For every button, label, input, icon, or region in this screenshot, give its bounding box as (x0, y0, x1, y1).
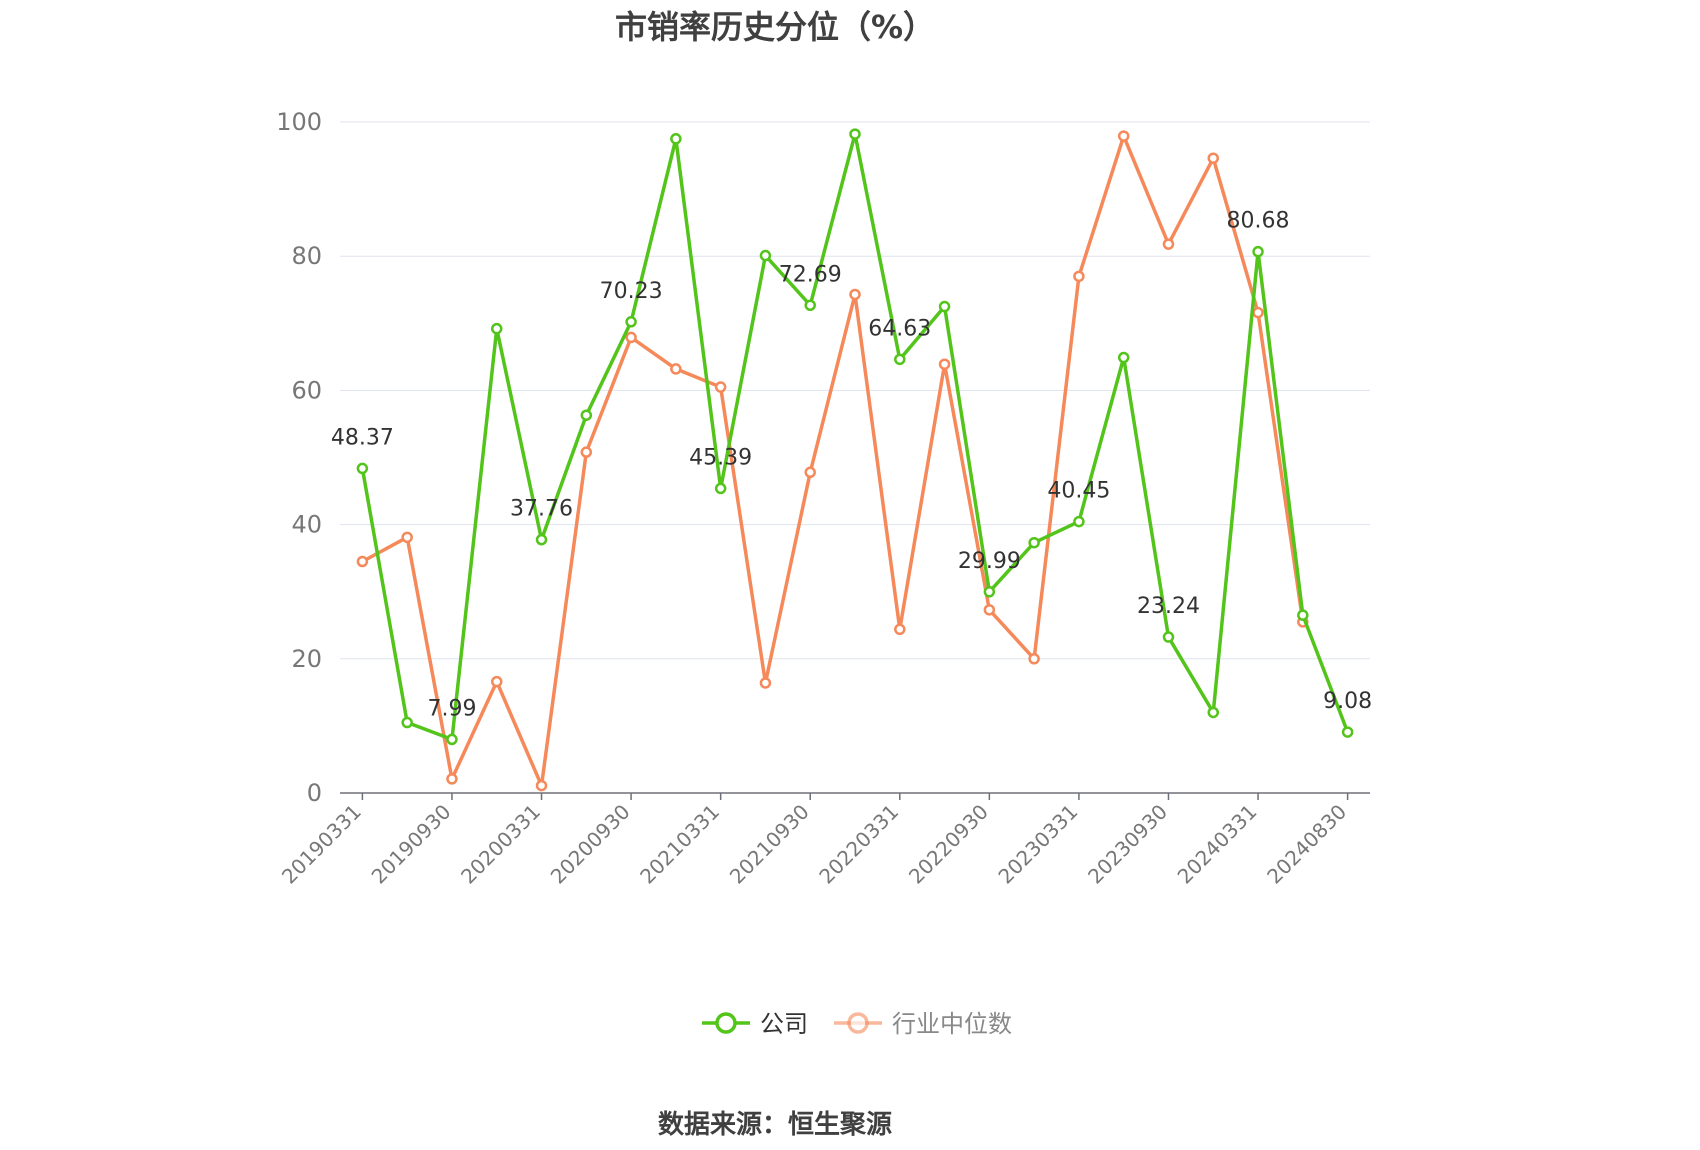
series-line (360, 132, 1350, 742)
data-point (446, 773, 458, 785)
data-point (1073, 270, 1085, 283)
data-point (625, 331, 637, 344)
x-tick-label: 20200331 (456, 800, 545, 889)
x-tick-label: 20240331 (1173, 800, 1262, 889)
data-point (849, 288, 861, 301)
x-tick-label: 20210930 (725, 800, 814, 889)
x-tick-label: 20200930 (546, 800, 635, 889)
data-label: 37.76 (510, 497, 573, 522)
data-label: 70.23 (600, 279, 663, 304)
data-point (938, 358, 951, 370)
data-point (894, 353, 906, 366)
data-point (849, 128, 861, 140)
data-point (401, 716, 413, 729)
data-point (714, 381, 727, 393)
data-point (670, 363, 682, 375)
data-point (894, 623, 906, 636)
legend[interactable]: 公司 行业中位数 (702, 1010, 1012, 1038)
chart-title: 市销率历史分位（%） (615, 8, 935, 46)
data-label: 72.69 (779, 262, 842, 287)
legend-item[interactable]: 公司 (702, 1010, 808, 1038)
y-tick-label: 80 (291, 242, 322, 270)
data-point (1297, 609, 1309, 621)
data-point (670, 133, 682, 145)
data-point (983, 604, 996, 616)
y-tick-label: 60 (291, 376, 322, 404)
data-point (804, 466, 816, 479)
data-point (356, 555, 369, 568)
data-point (804, 299, 816, 312)
y-tick-label: 0 (307, 779, 322, 807)
data-point (535, 533, 548, 546)
x-tick-label: 20210331 (635, 800, 724, 889)
data-label: 48.37 (331, 425, 394, 450)
grid-lines (340, 121, 1370, 660)
x-tick-label: 20230331 (993, 800, 1082, 889)
legend-label: 公司 (760, 1010, 808, 1038)
data-point (714, 482, 727, 495)
data-point (580, 409, 593, 421)
data-point (446, 733, 458, 746)
data-point (1117, 351, 1130, 364)
source-note: 数据来源：恒生聚源 (658, 1110, 892, 1140)
data-label: 80.68 (1227, 209, 1290, 234)
legend-marker (847, 1012, 869, 1034)
data-point (1162, 238, 1175, 250)
data-point (1028, 653, 1040, 665)
series-group (356, 128, 1354, 792)
data-labels: 48.37 7.99 37.76 70.23 45.39 72.69 64.63 29.99 4… (331, 209, 1372, 722)
data-point (759, 677, 772, 689)
data-point (1341, 726, 1354, 738)
data-label: 64.63 (868, 316, 931, 341)
series-line (361, 134, 1305, 788)
data-point (535, 779, 548, 792)
data-label: 23.24 (1137, 594, 1200, 619)
x-tick-label: 20190930 (367, 800, 456, 889)
data-point (1162, 631, 1175, 643)
data-point (938, 300, 951, 313)
x-tick-label: 20190331 (277, 800, 366, 889)
data-label: 7.99 (427, 696, 476, 721)
data-point (983, 586, 996, 598)
data-point (356, 462, 369, 475)
data-label: 45.39 (689, 445, 752, 470)
data-label: 40.45 (1047, 479, 1110, 504)
data-point (759, 249, 772, 262)
data-point (1252, 245, 1264, 258)
data-point (1207, 706, 1220, 719)
legend-marker (715, 1012, 737, 1034)
data-point (1207, 152, 1220, 164)
legend-label: 行业中位数 (892, 1010, 1012, 1038)
y-axis: 0 20 40 60 80 100 (276, 108, 322, 807)
x-axis: 20190331 20190930 20200331 20200930 20210331… (277, 792, 1370, 889)
y-tick-label: 40 (291, 511, 322, 539)
data-label: 9.08 (1323, 689, 1372, 714)
y-tick-label: 100 (276, 108, 322, 136)
data-point (401, 531, 413, 544)
x-tick-label: 20220930 (904, 800, 993, 889)
data-point (490, 675, 503, 688)
data-point (1073, 515, 1085, 528)
data-label: 29.99 (958, 549, 1021, 574)
legend-item[interactable]: 行业中位数 (834, 1010, 1012, 1038)
x-tick-label: 20240830 (1262, 800, 1351, 889)
data-point (625, 316, 637, 328)
x-tick-label: 20220331 (814, 800, 903, 889)
y-tick-label: 20 (291, 645, 322, 673)
data-point (1117, 130, 1130, 142)
data-point (1028, 536, 1040, 549)
data-point (1252, 306, 1264, 319)
data-point (490, 322, 503, 335)
x-tick-label: 20230930 (1083, 800, 1172, 889)
data-point (580, 446, 593, 458)
